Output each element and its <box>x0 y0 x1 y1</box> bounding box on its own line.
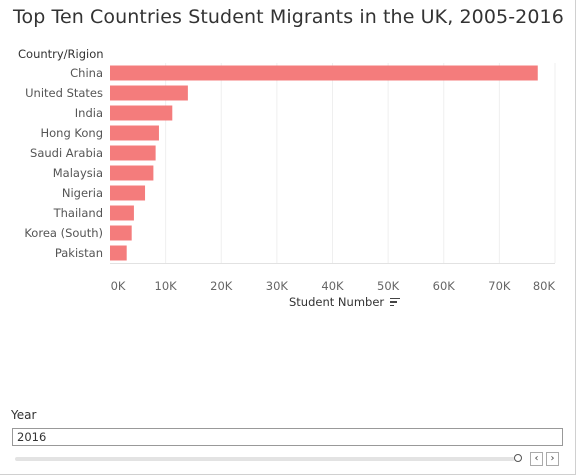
bar[interactable] <box>110 145 156 161</box>
bar[interactable] <box>110 125 159 141</box>
category-label: Saudi Arabia <box>30 146 103 160</box>
category-label: United States <box>25 86 103 100</box>
x-axis-label-text: Student Number <box>289 295 385 309</box>
chart-title: Top Ten Countries Student Migrants in th… <box>13 6 564 28</box>
bar[interactable] <box>110 85 188 101</box>
bar-chart: China United States India Hong Kong Saudi Ar… <box>24 63 556 293</box>
x-tick-label: 20K <box>210 279 233 293</box>
year-slider-thumb[interactable] <box>514 454 522 462</box>
bar[interactable] <box>110 225 132 241</box>
x-tick-label: 80K <box>533 279 556 293</box>
category-label: Thailand <box>53 206 103 220</box>
x-tick-label: 50K <box>377 279 400 293</box>
category-label: India <box>75 106 103 120</box>
x-axis-label: Student Number <box>289 295 401 309</box>
x-tick-label: 0K <box>111 279 126 293</box>
bar[interactable] <box>110 245 127 261</box>
x-tick-label: 70K <box>488 279 511 293</box>
x-tick-label: 60K <box>433 279 456 293</box>
category-label: Pakistan <box>55 246 103 260</box>
year-filter-label: Year <box>11 408 37 422</box>
bar[interactable] <box>110 65 538 81</box>
bar[interactable] <box>110 185 146 201</box>
bar[interactable] <box>110 105 173 121</box>
row-header: Country/Rigion <box>18 47 104 61</box>
bar[interactable] <box>110 205 134 221</box>
x-tick-label: 40K <box>321 279 344 293</box>
category-label: Korea (South) <box>24 226 103 240</box>
chevron-left-icon[interactable]: ‹ <box>530 452 543 466</box>
category-label: Hong Kong <box>40 126 103 140</box>
category-label: Malaysia <box>53 166 103 180</box>
category-label: Nigeria <box>62 186 103 200</box>
year-slider-track[interactable] <box>15 457 515 461</box>
x-tick-label: 30K <box>266 279 289 293</box>
bar[interactable] <box>110 165 154 181</box>
sort-descending-icon[interactable] <box>390 297 401 307</box>
x-tick-label: 10K <box>155 279 178 293</box>
category-label: China <box>70 66 103 80</box>
year-filter-value[interactable]: 2016 <box>12 428 563 446</box>
chevron-right-icon[interactable]: › <box>546 452 559 466</box>
